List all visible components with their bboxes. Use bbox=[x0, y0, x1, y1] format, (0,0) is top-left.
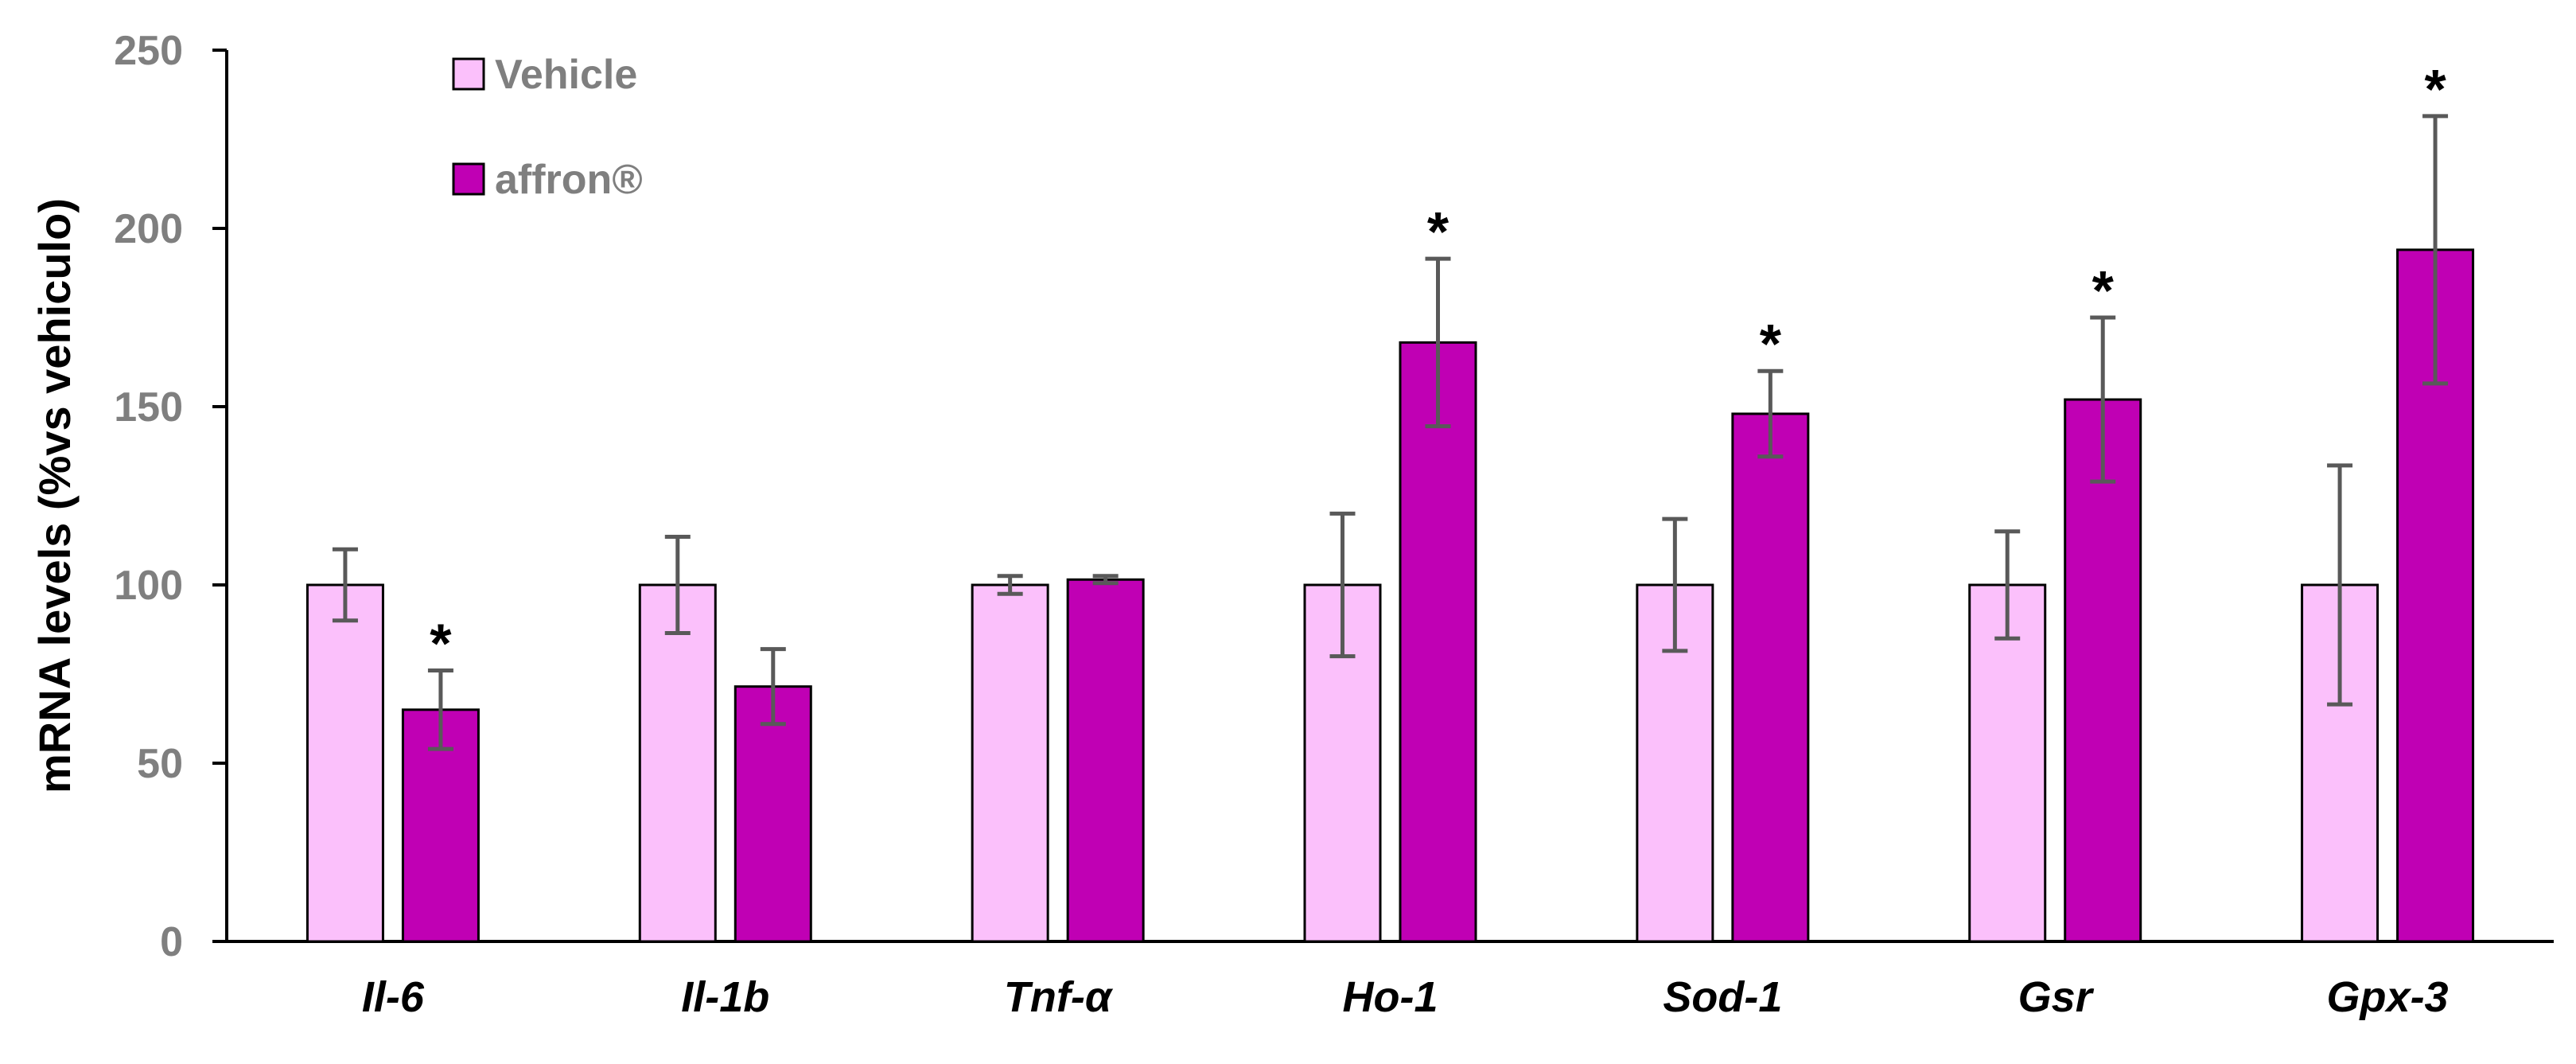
bar-vehicle-il-1b bbox=[638, 583, 717, 943]
y-tick-label: 150 bbox=[114, 384, 183, 431]
bar-affron-ho-1 bbox=[1399, 341, 1477, 943]
y-tick-label: 100 bbox=[114, 563, 183, 609]
x-category-label: Gpx-3 bbox=[2327, 973, 2449, 1021]
significance-asterisk: * bbox=[430, 613, 452, 675]
y-tick-label: 250 bbox=[114, 28, 183, 74]
bar-affron-sod-1 bbox=[1731, 412, 1810, 943]
bar-vehicle-gsr bbox=[1968, 583, 2047, 943]
x-category-label: Ho-1 bbox=[1343, 973, 1438, 1021]
bar-vehicle-tnf-α bbox=[971, 583, 1049, 943]
legend-swatch-vehicle bbox=[452, 57, 485, 91]
x-category-label: Il-1b bbox=[681, 973, 769, 1021]
x-category-label: Gsr bbox=[2018, 973, 2095, 1021]
y-axis-title: mRNA levels (%vs vehiculo) bbox=[29, 198, 80, 793]
legend-label-vehicle: Vehicle bbox=[495, 52, 637, 98]
significance-asterisk: * bbox=[2424, 58, 2446, 120]
legend-label-affron: affron® bbox=[495, 157, 643, 203]
y-tick-label: 50 bbox=[137, 741, 183, 787]
bar-vehicle-ho-1 bbox=[1303, 583, 1382, 943]
bar-vehicle-il-6 bbox=[305, 583, 384, 943]
significance-asterisk: * bbox=[1760, 313, 1782, 375]
y-tick-label: 200 bbox=[114, 206, 183, 252]
significance-asterisk: * bbox=[2092, 259, 2115, 322]
significance-asterisk: * bbox=[1427, 201, 1449, 263]
x-category-label: Sod-1 bbox=[1663, 973, 1782, 1021]
bar-affron-il-1b bbox=[733, 685, 812, 943]
y-tick-label: 0 bbox=[160, 919, 183, 965]
x-category-label: Il-6 bbox=[362, 973, 425, 1021]
x-category-label: Tnf-α bbox=[1004, 973, 1114, 1021]
bar-affron-tnf-α bbox=[1066, 578, 1145, 943]
legend-swatch-affron bbox=[452, 162, 485, 196]
bar-affron-gsr bbox=[2064, 398, 2142, 943]
